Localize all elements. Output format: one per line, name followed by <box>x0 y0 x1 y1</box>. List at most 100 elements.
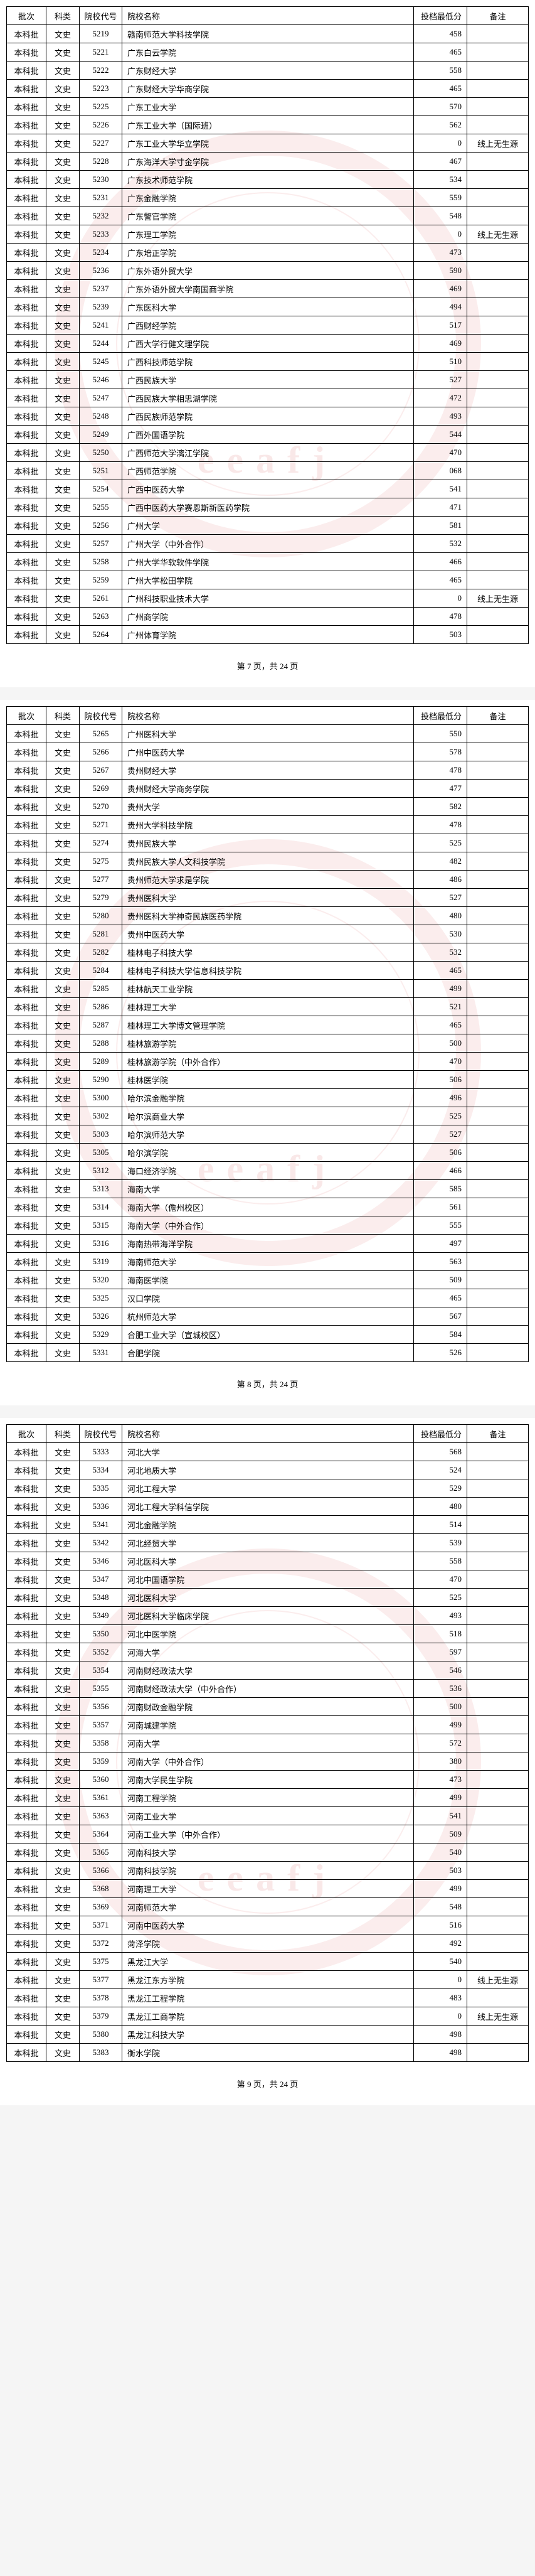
cell-batch: 本科批 <box>7 1570 46 1589</box>
cell-code: 5286 <box>80 998 122 1016</box>
cell-code: 5271 <box>80 816 122 834</box>
cell-name: 广西科技师范学院 <box>122 353 414 371</box>
table-row: 本科批文史5250广西师范大学漓江学院470 <box>7 444 529 462</box>
column-header-code: 院校代号 <box>80 7 122 25</box>
cell-score: 506 <box>414 1144 467 1162</box>
table-row: 本科批文史5231广东金融学院559 <box>7 189 529 207</box>
table-row: 本科批文史5319海南师范大学563 <box>7 1253 529 1271</box>
cell-score: 0 <box>414 589 467 608</box>
cell-cat: 文史 <box>46 498 80 517</box>
cell-code: 5369 <box>80 1898 122 1916</box>
cell-code: 5305 <box>80 1144 122 1162</box>
table-row: 本科批文史5333河北大学568 <box>7 1443 529 1461</box>
cell-remark <box>467 43 529 62</box>
document-page: eeafj批次科类院校代号院校名称投档最低分备注本科批文史5265广州医科大学5… <box>0 700 535 1405</box>
table-row: 本科批文史5377黑龙江东方学院0线上无生源 <box>7 1971 529 1989</box>
cell-batch: 本科批 <box>7 225 46 244</box>
table-row: 本科批文史5364河南工业大学（中外合作）509 <box>7 1825 529 1843</box>
cell-batch: 本科批 <box>7 1326 46 1344</box>
cell-name: 哈尔滨学院 <box>122 1144 414 1162</box>
cell-batch: 本科批 <box>7 1144 46 1162</box>
cell-name: 广州大学华软软件学院 <box>122 553 414 571</box>
cell-remark <box>467 1498 529 1516</box>
cell-name: 桂林航天工业学院 <box>122 980 414 998</box>
table-row: 本科批文史5270贵州大学582 <box>7 798 529 816</box>
cell-batch: 本科批 <box>7 1698 46 1716</box>
cell-batch: 本科批 <box>7 871 46 889</box>
cell-batch: 本科批 <box>7 1271 46 1289</box>
cell-remark <box>467 1625 529 1643</box>
cell-batch: 本科批 <box>7 1734 46 1752</box>
cell-code: 5288 <box>80 1034 122 1053</box>
cell-remark <box>467 626 529 644</box>
cell-name: 河北工程大学科信学院 <box>122 1498 414 1516</box>
cell-code: 5350 <box>80 1625 122 1643</box>
cell-batch: 本科批 <box>7 725 46 743</box>
cell-score: 480 <box>414 907 467 925</box>
table-row: 本科批文史5227广东工业大学华立学院0线上无生源 <box>7 134 529 153</box>
table-row: 本科批文史5290桂林医学院506 <box>7 1071 529 1089</box>
cell-remark <box>467 1107 529 1125</box>
cell-remark: 线上无生源 <box>467 2007 529 2026</box>
column-header-batch: 批次 <box>7 707 46 725</box>
cell-batch: 本科批 <box>7 153 46 171</box>
cell-name: 河南财政金融学院 <box>122 1698 414 1716</box>
cell-code: 5363 <box>80 1807 122 1825</box>
cell-remark <box>467 1643 529 1661</box>
cell-batch: 本科批 <box>7 1916 46 1935</box>
cell-cat: 文史 <box>46 1498 80 1516</box>
page-footer: 第 7 页，共 24 页 <box>6 644 529 681</box>
cell-batch: 本科批 <box>7 43 46 62</box>
cell-name: 广东理工学院 <box>122 225 414 244</box>
cell-remark <box>467 80 529 98</box>
cell-batch: 本科批 <box>7 2026 46 2044</box>
cell-name: 广西民族大学相思湖学院 <box>122 389 414 407</box>
cell-score: 467 <box>414 153 467 171</box>
cell-score: 532 <box>414 943 467 962</box>
cell-name: 海南大学（儋州校区） <box>122 1198 414 1216</box>
cell-name: 广州中医药大学 <box>122 743 414 761</box>
cell-code: 5233 <box>80 225 122 244</box>
cell-remark <box>467 798 529 816</box>
cell-code: 5231 <box>80 189 122 207</box>
cell-batch: 本科批 <box>7 626 46 644</box>
cell-batch: 本科批 <box>7 244 46 262</box>
cell-remark <box>467 1307 529 1326</box>
table-row: 本科批文史5349河北医科大学临床学院493 <box>7 1607 529 1625</box>
cell-score: 584 <box>414 1326 467 1344</box>
cell-name: 广东白云学院 <box>122 43 414 62</box>
cell-score: 563 <box>414 1253 467 1271</box>
cell-remark <box>467 761 529 780</box>
column-header-code: 院校代号 <box>80 707 122 725</box>
column-header-name: 院校名称 <box>122 7 414 25</box>
cell-code: 5352 <box>80 1643 122 1661</box>
cell-code: 5236 <box>80 262 122 280</box>
cell-cat: 文史 <box>46 1807 80 1825</box>
cell-cat: 文史 <box>46 608 80 626</box>
cell-cat: 文史 <box>46 816 80 834</box>
cell-batch: 本科批 <box>7 1752 46 1771</box>
table-row: 本科批文史5331合肥学院526 <box>7 1344 529 1362</box>
cell-code: 5348 <box>80 1589 122 1607</box>
cell-cat: 文史 <box>46 626 80 644</box>
cell-code: 5259 <box>80 571 122 589</box>
cell-batch: 本科批 <box>7 1971 46 1989</box>
cell-score: 506 <box>414 1071 467 1089</box>
cell-remark <box>467 298 529 316</box>
cell-remark <box>467 171 529 189</box>
cell-score: 465 <box>414 1016 467 1034</box>
cell-remark <box>467 1935 529 1953</box>
cell-remark <box>467 1752 529 1771</box>
cell-code: 5247 <box>80 389 122 407</box>
cell-batch: 本科批 <box>7 1680 46 1698</box>
cell-batch: 本科批 <box>7 1607 46 1625</box>
cell-cat: 文史 <box>46 1625 80 1643</box>
table-row: 本科批文史5251广西师范学院068 <box>7 462 529 480</box>
cell-batch: 本科批 <box>7 444 46 462</box>
cell-remark <box>467 2026 529 2044</box>
table-row: 本科批文史5247广西民族大学相思湖学院472 <box>7 389 529 407</box>
cell-name: 广东外语外贸大学南国商学院 <box>122 280 414 298</box>
cell-name: 广西中医药大学赛恩斯新医药学院 <box>122 498 414 517</box>
cell-name: 黑龙江工商学院 <box>122 2007 414 2026</box>
cell-code: 5364 <box>80 1825 122 1843</box>
